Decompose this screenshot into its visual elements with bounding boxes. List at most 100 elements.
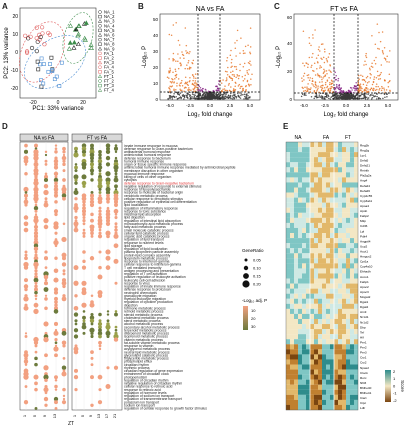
heatmap-cell	[342, 369, 347, 375]
go-term-label: phospholipid efflux	[124, 360, 152, 364]
volcano-point	[323, 75, 325, 78]
heatmap-cell	[350, 157, 355, 163]
volcano-point	[311, 56, 313, 58]
heatmap-cell	[330, 152, 335, 158]
heatmap-cell	[290, 283, 295, 289]
pca-point	[24, 49, 30, 54]
heatmap-cell	[314, 233, 319, 239]
go-dot	[54, 184, 58, 189]
heatmap-cell	[306, 192, 311, 198]
volcano-point	[171, 85, 174, 87]
volcano-point	[387, 86, 390, 88]
volcano-c-ytick: 60	[287, 15, 293, 20]
pca-point	[71, 45, 77, 50]
volcano-point	[226, 73, 229, 76]
volcano-point	[219, 93, 222, 95]
heatmap-cell	[306, 263, 311, 269]
heatmap-cell	[306, 278, 311, 284]
heatmap-cell	[322, 273, 327, 279]
go-dot	[106, 313, 110, 316]
pca-legend-label: NA_1	[104, 10, 115, 15]
size-legend-label: 0.05	[253, 258, 262, 263]
heatmap-cell	[298, 172, 303, 178]
volcano-point	[200, 96, 203, 98]
volcano-point	[225, 77, 228, 79]
volcano-point	[231, 98, 234, 100]
go-dot	[106, 200, 110, 204]
volcano-point	[185, 86, 187, 89]
go-term-label: sodium ion transport	[124, 404, 155, 408]
heatmap-cell	[294, 222, 299, 229]
heatmap-cell	[322, 202, 327, 208]
volcano-point	[330, 96, 332, 99]
heatmap-cell	[306, 248, 311, 254]
go-dot	[97, 274, 103, 280]
volcano-c-xtick: 5.0	[385, 103, 392, 108]
heatmap-cell	[354, 202, 359, 208]
volcano-point	[319, 50, 321, 52]
heatmap-cell	[314, 334, 319, 340]
volcano-point	[189, 79, 191, 82]
volcano-point	[323, 70, 326, 72]
volcano-point	[180, 96, 183, 99]
pca-point	[35, 59, 40, 64]
heatmap-cell	[354, 359, 359, 365]
go-term-label: response to vitamin	[124, 344, 154, 348]
heatmap-cell	[294, 349, 299, 355]
heatmap-cell	[298, 152, 303, 158]
go-dot	[33, 240, 39, 245]
heatmap-cell	[290, 313, 295, 320]
pca-point	[59, 60, 64, 65]
heatmap-cell	[310, 238, 315, 244]
heatmap-cell	[342, 233, 347, 239]
volcano-point	[312, 52, 314, 55]
volcano-point	[169, 70, 171, 73]
heatmap-cell	[290, 177, 295, 183]
heatmap-cell	[342, 187, 347, 193]
volcano-point	[341, 97, 344, 100]
heatmap-cell	[326, 162, 331, 168]
heatmap-cell	[306, 288, 311, 294]
volcano-point	[360, 87, 362, 89]
volcano-point	[194, 92, 197, 94]
heatmap-cell	[318, 243, 323, 249]
panel-e-letter: E	[283, 122, 289, 131]
volcano-point	[225, 89, 227, 92]
volcano-point	[226, 56, 229, 59]
go-dot	[24, 191, 28, 194]
heatmap-cell	[338, 364, 343, 370]
go-term-label: response to lipopolysaccharide	[124, 188, 171, 192]
heatmap-cell	[318, 283, 323, 289]
heatmap-cell	[314, 394, 319, 400]
heatmap-cell	[354, 212, 359, 218]
volcano-point	[175, 91, 178, 94]
volcano-point	[348, 91, 351, 93]
volcano-point	[355, 82, 357, 84]
go-dot	[33, 255, 39, 261]
volcano-point	[194, 94, 196, 97]
go-dot	[44, 278, 48, 282]
go-dot	[23, 374, 29, 380]
heatmap-col-ft: FT	[345, 135, 351, 141]
go-dot	[61, 155, 67, 161]
go-dot	[33, 155, 39, 161]
heatmap-cell	[310, 258, 315, 264]
go-dot	[113, 196, 119, 202]
pca-point	[41, 81, 46, 86]
volcano-point	[239, 63, 241, 66]
pca-legend-symbol	[97, 87, 103, 92]
go-dot	[90, 331, 94, 335]
go-dot	[98, 319, 102, 323]
heatmap-cell	[334, 202, 339, 208]
go-dot	[97, 158, 103, 164]
go-dot	[54, 353, 58, 358]
volcano-point	[379, 97, 382, 100]
volcano-point	[321, 87, 323, 89]
heatmap-cell	[334, 273, 339, 279]
go-dot	[43, 387, 49, 393]
go-dot	[23, 296, 29, 302]
pca-point	[72, 27, 78, 32]
heatmap-cell	[318, 384, 323, 390]
volcano-point	[247, 44, 249, 47]
heatmap-gene-label: Cyp4a10	[360, 265, 373, 269]
